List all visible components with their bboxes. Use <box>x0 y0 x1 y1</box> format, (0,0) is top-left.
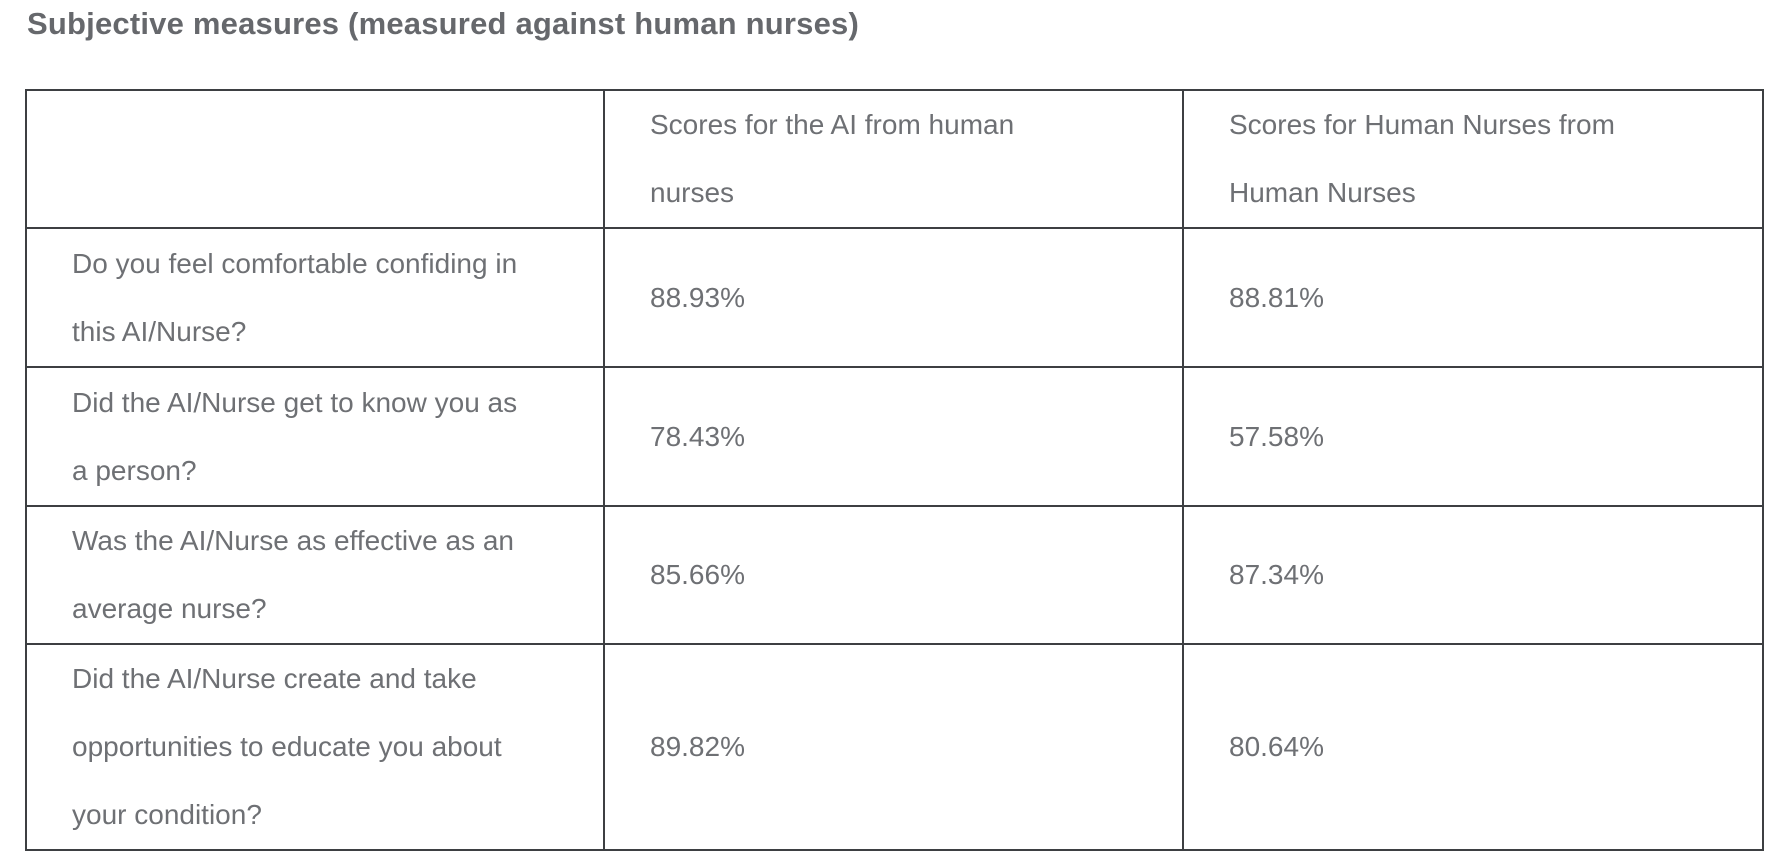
question-cell: Did the AI/Nurse get to know you as a pe… <box>25 366 605 507</box>
ai-score-cell: 85.66% <box>603 505 1184 645</box>
question-cell: Did the AI/Nurse create and take opportu… <box>25 643 605 851</box>
question-cell: Was the AI/Nurse as effective as an aver… <box>25 505 605 645</box>
subjective-measures-table: Scores for the AI from human nurses Scor… <box>25 89 1764 851</box>
table-row: Did the AI/Nurse get to know you as a pe… <box>25 366 1764 507</box>
nurse-score-cell: 88.81% <box>1182 227 1764 368</box>
nurse-score-cell: 87.34% <box>1182 505 1764 645</box>
question-column-header <box>25 89 605 229</box>
ai-score-cell: 89.82% <box>603 643 1184 851</box>
table-row: Was the AI/Nurse as effective as an aver… <box>25 505 1764 645</box>
question-cell: Do you feel comfortable confiding in thi… <box>25 227 605 368</box>
ai-scores-column-header: Scores for the AI from human nurses <box>603 89 1184 229</box>
nurse-score-cell: 80.64% <box>1182 643 1764 851</box>
ai-score-cell: 88.93% <box>603 227 1184 368</box>
table-row: Do you feel comfortable confiding in thi… <box>25 227 1764 368</box>
page-title: Subjective measures (measured against hu… <box>27 6 860 41</box>
human-nurse-scores-column-header: Scores for Human Nurses from Human Nurse… <box>1182 89 1764 229</box>
nurse-score-cell: 57.58% <box>1182 366 1764 507</box>
header-row: Scores for the AI from human nurses Scor… <box>25 89 1764 229</box>
ai-score-cell: 78.43% <box>603 366 1184 507</box>
table-row: Did the AI/Nurse create and take opportu… <box>25 643 1764 851</box>
